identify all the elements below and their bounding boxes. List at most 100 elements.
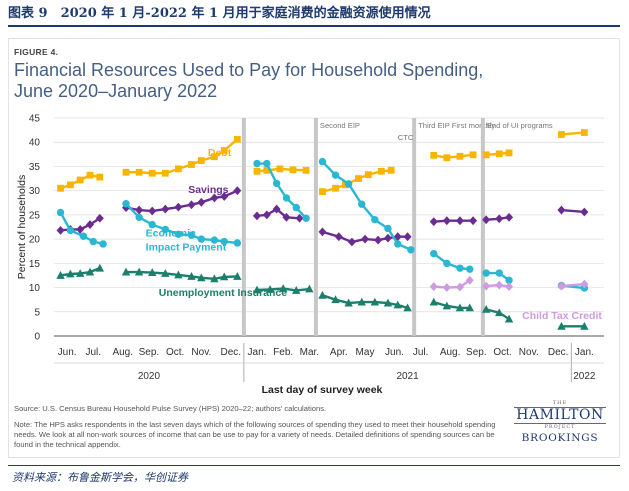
savings-data-point <box>135 205 144 215</box>
ui-data-point <box>197 273 206 282</box>
ctc-series-line <box>561 282 585 288</box>
x-tick-label: May <box>356 347 375 358</box>
debt-data-point <box>211 153 218 161</box>
eip-data-point <box>282 194 291 202</box>
ui-data-point <box>370 297 380 306</box>
x-tick-label: Jan. <box>575 347 594 358</box>
eip-data-point <box>210 236 219 244</box>
eip-data-point <box>263 159 271 168</box>
debt-data-point <box>57 184 64 192</box>
eip-data-point <box>482 269 490 277</box>
ui-data-point <box>220 272 229 281</box>
ctc-data-point <box>495 280 504 290</box>
eip-series-label: Economic <box>146 228 196 240</box>
eip-data-point <box>174 230 183 238</box>
x-axis-title: Last day of survey week <box>262 384 383 396</box>
y-tick-label: 30 <box>29 186 41 197</box>
source-footer: 资料来源：布鲁金斯学会，华创证券 <box>12 471 188 484</box>
ui-data-point <box>331 295 340 304</box>
eip-data-point <box>79 232 88 240</box>
ui-data-point <box>557 321 566 330</box>
x-tick-label: Dec. <box>548 347 569 358</box>
chart-title-line-1: Financial Resources Used to Pay for Hous… <box>14 60 484 80</box>
debt-series-label: Debt <box>208 147 232 159</box>
eip-data-point <box>89 237 97 246</box>
savings-data-point <box>469 216 478 226</box>
savings-data-point <box>295 213 304 223</box>
eip-data-point <box>233 239 242 247</box>
x-tick-label: Sep. <box>466 347 487 358</box>
debt-data-point <box>364 171 372 179</box>
ui-data-point <box>134 267 144 276</box>
y-tick-label: 10 <box>29 283 41 294</box>
ctc-data-point <box>442 283 451 292</box>
eip-data-point <box>358 200 366 208</box>
debt-data-point <box>188 161 195 168</box>
x-tick-label: Sep. <box>139 347 160 358</box>
ui-data-point <box>233 272 242 280</box>
explanatory-note: Note: The HPS asks respondents in the la… <box>14 420 496 449</box>
y-tick-label: 25 <box>29 210 41 221</box>
savings-series-line <box>433 219 474 223</box>
savings-series-line <box>125 189 238 213</box>
ui-data-point <box>174 270 183 279</box>
ui-data-point <box>455 303 465 312</box>
eip-data-point <box>495 269 503 277</box>
debt-data-point <box>161 169 169 177</box>
eip-data-point <box>66 226 75 235</box>
savings-data-point <box>252 211 261 221</box>
debt-data-point <box>377 167 385 175</box>
ctc-data-point <box>455 282 464 292</box>
x-tick-label: Jul. <box>86 347 102 358</box>
savings-data-point <box>187 200 196 210</box>
ui-series-label: Unemployment Insurance <box>159 287 288 299</box>
eip-data-point <box>344 180 353 188</box>
eip-data-point <box>253 159 261 168</box>
y-tick-label: 35 <box>29 162 41 173</box>
savings-data-point <box>455 216 464 226</box>
debt-data-point <box>135 168 143 176</box>
eip-data-point <box>197 235 206 243</box>
ui-data-point <box>56 271 65 279</box>
phase-label: End of UI programs <box>487 121 553 130</box>
debt-data-point <box>86 171 94 179</box>
eip-data-point <box>466 265 474 273</box>
savings-data-point <box>505 212 514 222</box>
debt-data-point <box>469 151 477 159</box>
savings-data-point <box>495 214 504 224</box>
ui-data-point <box>148 268 157 276</box>
chart-title-line-2: June 2020–January 2022 <box>14 81 218 101</box>
debt-data-point <box>175 165 182 173</box>
logo-the: THE <box>552 400 568 406</box>
ui-data-point <box>465 303 474 312</box>
eip-data-point <box>331 171 340 179</box>
eip-data-point <box>318 157 327 166</box>
ui-data-point <box>210 274 219 283</box>
debt-series-line <box>561 131 585 136</box>
debt-data-point <box>233 135 241 143</box>
year-label: 2022 <box>573 371 596 382</box>
ui-data-point <box>580 321 589 330</box>
ui-data-point <box>429 297 438 306</box>
ctc-data-point <box>482 281 491 291</box>
savings-data-point <box>56 225 65 235</box>
ui-data-point <box>442 301 452 310</box>
eip-data-point <box>148 220 156 229</box>
ui-data-point <box>481 304 491 313</box>
ui-data-point <box>252 285 262 294</box>
x-tick-label: Aug. <box>440 347 461 358</box>
x-tick-label: Jun. <box>58 347 77 358</box>
x-tick-label: Aug. <box>112 347 133 358</box>
savings-data-point <box>580 207 589 217</box>
debt-data-point <box>96 173 104 181</box>
eip-data-point <box>56 208 65 217</box>
savings-data-point <box>174 202 183 212</box>
eip-series-line <box>125 202 238 245</box>
ui-data-point <box>75 269 85 277</box>
ctc-data-point <box>465 275 474 285</box>
savings-data-point <box>383 233 392 243</box>
debt-data-point <box>122 168 130 176</box>
savings-data-point <box>282 212 291 222</box>
logo-project: PROJECT <box>544 424 576 430</box>
debt-data-point <box>302 166 310 174</box>
